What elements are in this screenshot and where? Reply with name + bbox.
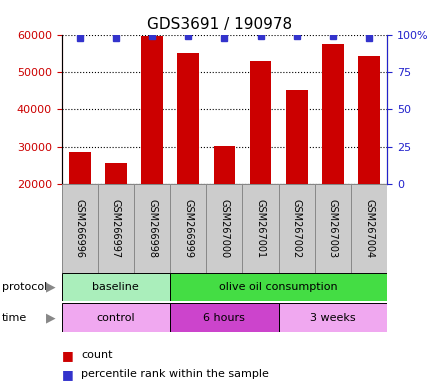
Text: 3 weeks: 3 weeks	[310, 313, 356, 323]
Bar	[170, 184, 206, 273]
Text: GSM266999: GSM266999	[183, 199, 193, 258]
Bar	[213, 146, 235, 184]
Text: percentile rank within the sample: percentile rank within the sample	[81, 369, 269, 379]
Bar	[98, 184, 134, 273]
Text: control: control	[96, 313, 135, 323]
Text: GSM267001: GSM267001	[256, 199, 266, 258]
Text: GSM266998: GSM266998	[147, 199, 157, 258]
Bar	[141, 36, 163, 184]
Bar	[62, 273, 170, 301]
Bar	[279, 184, 315, 273]
Bar	[62, 303, 170, 332]
Bar	[286, 90, 308, 184]
Text: GDS3691 / 190978: GDS3691 / 190978	[147, 17, 293, 32]
Bar	[206, 184, 242, 273]
Bar	[279, 303, 387, 332]
Text: GSM267002: GSM267002	[292, 199, 302, 258]
Bar	[134, 184, 170, 273]
Text: olive oil consumption: olive oil consumption	[220, 282, 338, 292]
Text: ▶: ▶	[46, 311, 55, 324]
Text: GSM266996: GSM266996	[75, 199, 84, 258]
Text: GSM267000: GSM267000	[220, 199, 229, 258]
Bar	[62, 184, 98, 273]
Text: 6 hours: 6 hours	[203, 313, 246, 323]
Text: GSM266997: GSM266997	[111, 199, 121, 258]
Text: ▶: ▶	[46, 281, 55, 293]
Bar	[315, 184, 351, 273]
Bar	[242, 184, 279, 273]
Bar	[170, 273, 387, 301]
Text: baseline: baseline	[92, 282, 139, 292]
Text: ■: ■	[62, 349, 73, 362]
Bar	[322, 44, 344, 184]
Text: GSM267004: GSM267004	[364, 199, 374, 258]
Bar	[69, 152, 91, 184]
Bar	[358, 56, 380, 184]
Bar	[105, 162, 127, 184]
Bar	[351, 184, 387, 273]
Bar	[177, 53, 199, 184]
Text: count: count	[81, 350, 113, 360]
Text: time: time	[2, 313, 27, 323]
Bar	[170, 303, 279, 332]
Text: protocol: protocol	[2, 282, 48, 292]
Text: GSM267003: GSM267003	[328, 199, 338, 258]
Bar	[250, 61, 271, 184]
Text: ■: ■	[62, 368, 73, 381]
